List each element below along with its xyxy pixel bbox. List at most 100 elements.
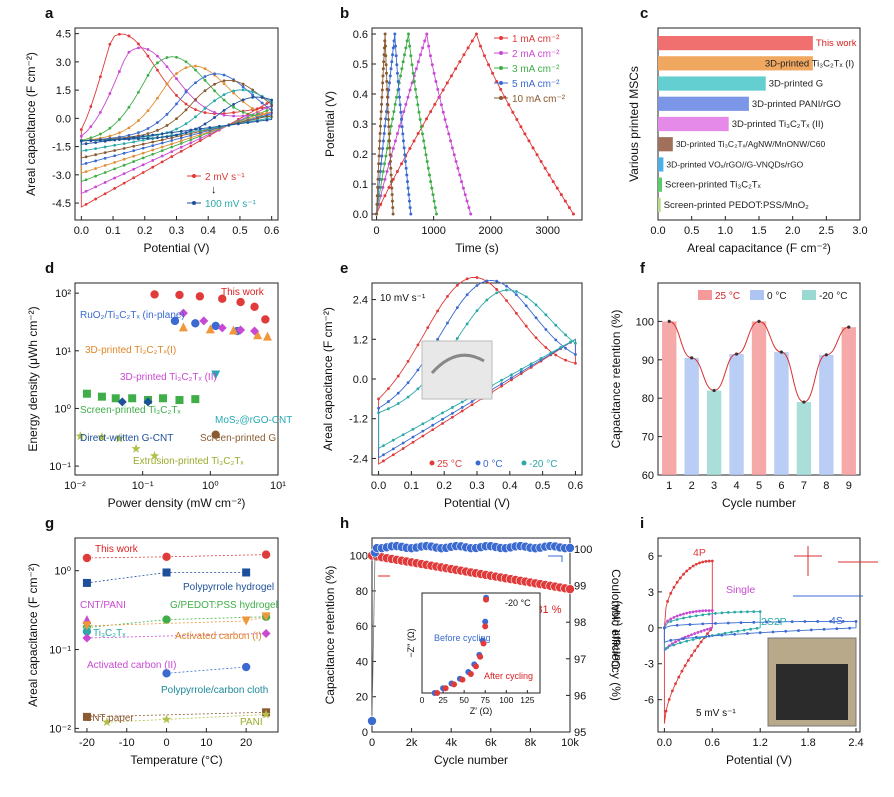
gcd-data-point: [395, 95, 399, 99]
y-tick-label: 0: [648, 623, 654, 635]
ragone-marker: [249, 301, 260, 312]
x-tick-label: 0.5: [232, 225, 247, 237]
x-tick-label: 0.5: [684, 225, 699, 237]
gcd-data-point: [390, 186, 394, 190]
cv-data-point: [175, 55, 178, 59]
x-tick-label: 3000: [536, 225, 560, 237]
cv-data-point: [203, 122, 207, 126]
y-tick-label: 4.5: [56, 29, 71, 41]
cv-data-point: [674, 640, 677, 644]
gcd-data-point: [389, 166, 393, 170]
gcd-data-point: [551, 180, 555, 184]
y-tick-label: 20: [356, 692, 368, 704]
gcd-data-point: [406, 95, 410, 99]
cv-data-point: [391, 438, 395, 442]
curve-label: 4P: [693, 547, 706, 559]
cv-data-point: [151, 165, 155, 169]
cv-data-point: [127, 50, 131, 54]
cv-data-point: [118, 70, 121, 73]
cv-data-point: [113, 154, 117, 158]
cv-data-point: [127, 34, 131, 38]
cv-data-point: [132, 144, 136, 148]
gcd-data-point: [511, 110, 515, 114]
cv-data-point: [94, 147, 98, 151]
cv-data-point: [241, 88, 245, 92]
y-axis-label: Current (mA): [609, 600, 623, 669]
cv-data-point: [539, 356, 543, 360]
curve-label: Single: [726, 584, 755, 596]
cv-data-point: [726, 611, 730, 614]
cv-data-point: [406, 381, 410, 385]
x-axis-label: Power density (mW cm⁻²): [108, 496, 246, 510]
panel-letter-c: c: [640, 5, 648, 22]
gcd-data-point: [403, 53, 407, 57]
cv-data-point: [693, 632, 697, 635]
gcd-data-point: [381, 139, 385, 143]
x-tick-label: 1: [666, 480, 672, 492]
x-tick-label: 0.4: [502, 480, 517, 492]
gcd-data-point: [430, 63, 434, 67]
cv-data-point: [255, 119, 259, 123]
cv-data-point: [151, 144, 155, 148]
cv-data-point: [421, 422, 425, 426]
cv-data-point: [160, 138, 164, 142]
gcd-data-point: [531, 146, 535, 150]
gcd-data-point: [436, 87, 440, 91]
curve-label: 4S: [830, 615, 843, 627]
cv-data-point: [94, 197, 98, 201]
cv-data-point: [222, 108, 226, 112]
ragone-marker: [111, 394, 120, 403]
data-marker: [261, 612, 271, 622]
cv-data-point: [189, 128, 193, 132]
cv-data-point: [554, 353, 558, 357]
cv-data-point: [406, 395, 410, 399]
cv-data-point: [752, 610, 756, 614]
cv-data-point: [222, 93, 226, 97]
cv-data-point: [396, 391, 400, 395]
x-tick-label: 0.0: [371, 480, 386, 492]
circuit-diagram-icon: [794, 546, 878, 576]
gcd-data-point: [465, 199, 469, 203]
gcd-data-point: [386, 103, 390, 107]
gcd-data-point: [411, 71, 415, 75]
cv-data-point: [510, 378, 513, 382]
cv-data-point: [377, 397, 380, 401]
cv-data-point: [141, 134, 145, 138]
cv-data-point: [460, 409, 464, 413]
cv-data-point: [742, 628, 746, 632]
cv-data-point: [441, 411, 444, 415]
inset-x-tick-label: 0: [420, 695, 425, 705]
data-label: Activated carbon (I): [175, 631, 262, 642]
data-point: [734, 352, 739, 356]
cv-data-point: [241, 110, 245, 114]
cv-data-point: [170, 136, 174, 140]
gcd-data-point: [423, 146, 427, 150]
cv-data-point: [396, 402, 400, 405]
cv-data-point: [241, 85, 245, 89]
cv-data-point: [701, 560, 705, 564]
data-label: CNT paper: [85, 713, 134, 724]
y-tick-label: 10⁰: [54, 403, 71, 415]
gcd-data-point: [378, 124, 382, 128]
x-tick-label: 10⁰: [202, 480, 219, 492]
inset-after-marker: [477, 653, 484, 660]
bar-label: 3D-printed G: [769, 79, 823, 90]
retention-marker: [565, 584, 575, 594]
cv-data-point: [707, 609, 711, 612]
gcd-data-point: [393, 32, 397, 36]
bar: [658, 116, 729, 132]
cv-data-point: [752, 620, 756, 624]
cv-data-point: [165, 124, 169, 127]
legend-marker: [499, 81, 503, 85]
x-tick-label: 10¹: [270, 480, 286, 492]
gcd-data-point: [427, 44, 431, 48]
x-tick-label: -20: [79, 737, 95, 749]
cv-data-point: [137, 119, 140, 122]
cv-data-point: [431, 416, 435, 420]
cv-data-point: [574, 341, 577, 345]
cv-data-point: [156, 54, 159, 58]
data-marker: [242, 568, 251, 577]
cv-data-point: [189, 138, 193, 142]
legend-marker: [521, 460, 527, 466]
x-tick-label: 8: [823, 480, 829, 492]
